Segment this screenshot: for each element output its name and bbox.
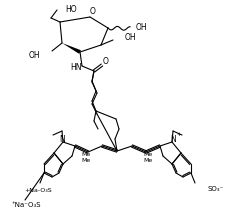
Text: O: O — [90, 8, 96, 16]
Text: Me: Me — [144, 151, 153, 156]
Text: HO: HO — [65, 5, 76, 13]
Text: Me: Me — [81, 158, 90, 163]
Text: O: O — [103, 58, 109, 66]
Text: Me: Me — [144, 158, 153, 163]
Text: OH: OH — [28, 51, 40, 59]
Text: +: + — [176, 132, 182, 136]
Polygon shape — [62, 43, 81, 54]
Text: OH: OH — [125, 33, 136, 43]
Text: +Na-O₃S: +Na-O₃S — [24, 189, 52, 194]
Text: HN: HN — [70, 62, 82, 71]
Text: ⁺Na⁻O₃S: ⁺Na⁻O₃S — [12, 202, 42, 208]
Text: N: N — [59, 135, 65, 145]
Text: OH: OH — [136, 23, 147, 31]
Text: Me: Me — [81, 151, 90, 156]
Text: SO₃⁻: SO₃⁻ — [207, 186, 223, 192]
Text: N: N — [170, 135, 176, 145]
